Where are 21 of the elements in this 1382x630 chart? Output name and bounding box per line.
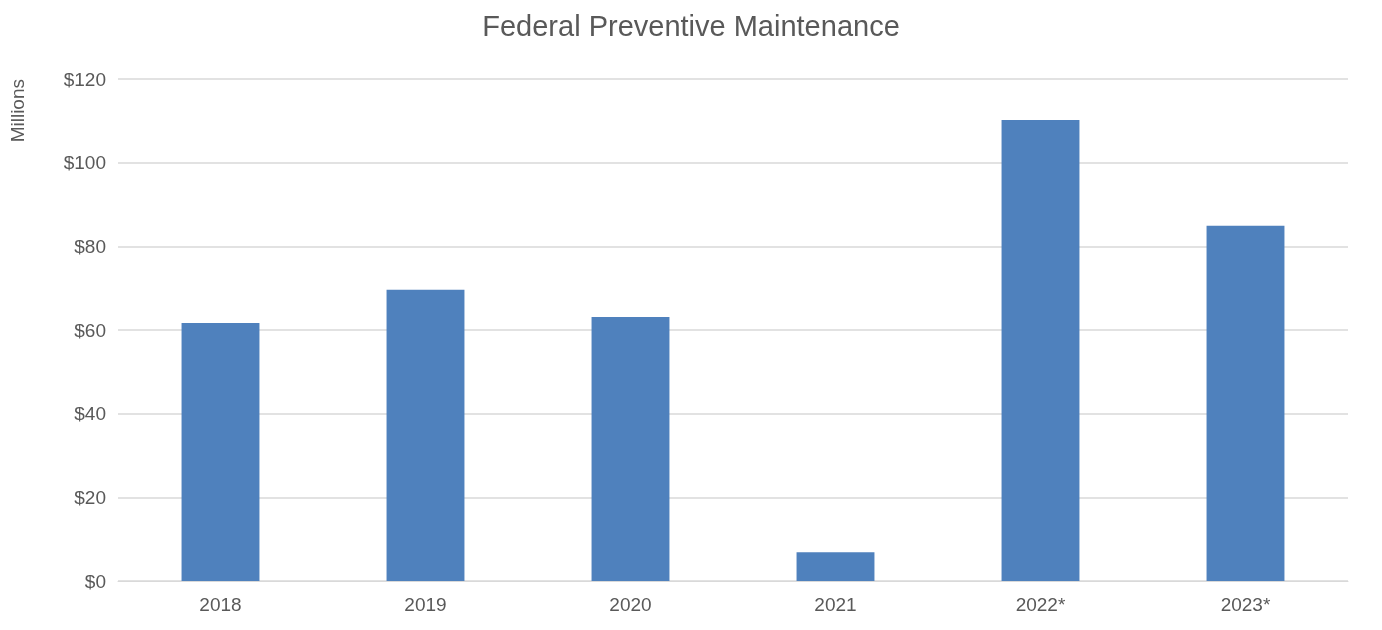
- y-tick-label: $80: [74, 235, 106, 257]
- y-tick-label: $20: [74, 486, 106, 508]
- y-tick-label: $0: [84, 570, 106, 592]
- y-tick-label: $100: [63, 152, 106, 174]
- bar: [796, 552, 875, 581]
- x-tick-label: 2018: [199, 594, 242, 615]
- bar: [1206, 225, 1285, 581]
- chart-title: Federal Preventive Maintenance: [482, 9, 900, 42]
- x-tick-label: 2020: [609, 594, 652, 615]
- x-tick-label: 2021: [814, 594, 857, 615]
- y-axis-title: Millions: [7, 78, 28, 143]
- bar: [1001, 120, 1080, 581]
- x-tick-label: 2019: [404, 594, 447, 615]
- x-tick-label: 2023*: [1220, 594, 1271, 615]
- y-tick-label: $40: [74, 403, 106, 425]
- bar: [181, 322, 260, 581]
- x-tick-label: 2022*: [1015, 594, 1066, 615]
- y-tick-label: $60: [74, 319, 106, 341]
- bar: [591, 317, 670, 581]
- bar: [386, 289, 465, 581]
- y-tick-label: $120: [63, 68, 106, 90]
